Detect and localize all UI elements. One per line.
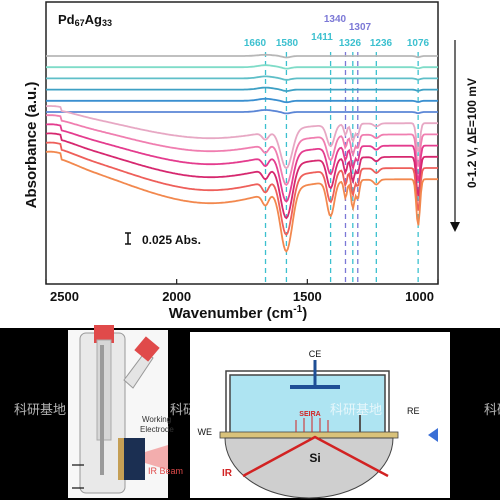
spectrum-line <box>45 150 438 253</box>
re-label: RE <box>407 406 420 416</box>
x-tick-label: 1000 <box>405 289 434 304</box>
ir-label: IR <box>222 468 233 479</box>
seira-label: SEIRA <box>299 411 320 418</box>
watermark-3: 科研基地 <box>330 402 382 417</box>
spectrum-line <box>45 123 438 203</box>
x-axis-label: Wavenumber (cm-1) <box>169 304 307 322</box>
peak-label: 1660 <box>244 38 267 49</box>
spectrum-line <box>46 75 438 81</box>
side-arm-cap <box>134 336 160 362</box>
cell-diagram: Working Electrode IR Beam CE WE RE <box>0 325 500 500</box>
we-label: WE <box>198 427 213 437</box>
si-hemisphere <box>224 437 394 499</box>
ir-path <box>242 435 389 478</box>
x-tick-label: 2000 <box>162 289 191 304</box>
thin-film <box>219 431 399 439</box>
peak-label: 1236 <box>370 38 393 49</box>
chart-title: Pd67Ag33 <box>58 12 112 28</box>
potential-range-label: 0-1.2 V, ΔE=100 mV <box>465 78 479 188</box>
field-arrows <box>295 416 329 432</box>
watermark-4: 科研基地 <box>484 402 500 417</box>
spectrum-line <box>46 64 438 70</box>
peak-label: 1326 <box>339 38 362 49</box>
peak-label: 1307 <box>349 22 372 33</box>
y-axis-label: Absorbance (a.u.) <box>23 82 40 209</box>
ce-label: CE <box>309 349 322 359</box>
watermark-2: 科研基地 <box>170 402 222 417</box>
spectrum-line <box>46 97 438 104</box>
plot-frame <box>45 1 439 285</box>
spectrum-line <box>45 114 438 186</box>
window-prism <box>123 438 145 480</box>
spectro-cell: Working Electrode IR Beam <box>68 325 183 498</box>
spectrum-line <box>46 53 438 59</box>
watermark-1: 科研基地 <box>14 402 66 417</box>
spectrum-line <box>46 86 438 92</box>
x-tick-label: 1500 <box>293 289 322 304</box>
spectrum-line <box>46 109 438 115</box>
working-electrode-label: Working Electrode <box>140 415 174 434</box>
seiras-cell: CE WE RE IR Si SEIRA <box>190 332 450 499</box>
side-arm <box>123 351 154 389</box>
series-lines <box>45 53 438 253</box>
ir-beam <box>145 445 168 470</box>
peak-label: 1580 <box>276 38 299 49</box>
scale-bar-label: 0.025 Abs. <box>142 233 201 247</box>
spectrum-line <box>45 105 438 170</box>
peak-label: 1340 <box>324 14 347 25</box>
watermarks: 科研基地 科研基地 科研基地 科研基地 <box>14 402 500 417</box>
peak-label: 1411 <box>311 32 333 43</box>
ir-beam-label: IR Beam <box>148 466 183 476</box>
si-label: Si <box>309 451 320 465</box>
peak-label: 1076 <box>407 38 430 49</box>
spectrum-line <box>45 141 438 237</box>
x-tick-label: 2500 <box>50 289 79 304</box>
spectrum-line <box>45 132 438 220</box>
potential-arrow-head <box>450 222 460 232</box>
blue-marker <box>428 428 438 442</box>
x-ticks: 2500 2000 1500 1000 <box>45 279 439 304</box>
